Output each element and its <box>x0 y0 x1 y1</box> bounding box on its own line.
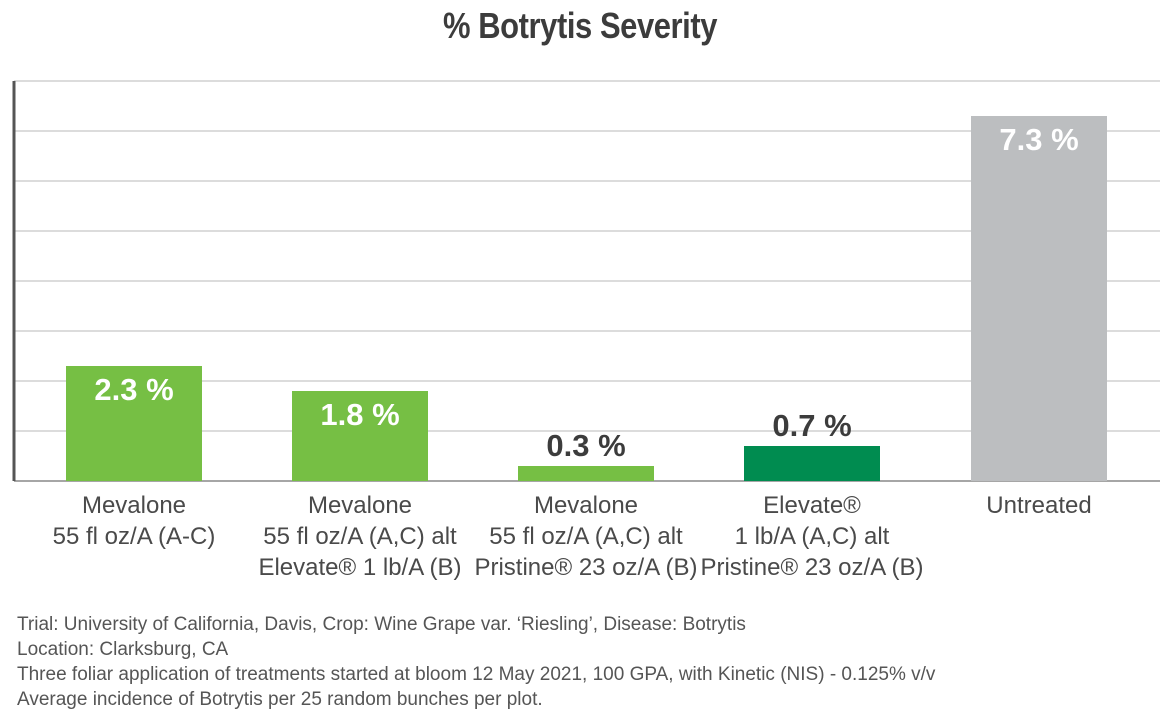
category-label-line: Mevalone <box>533 492 639 519</box>
bar <box>971 116 1107 481</box>
footnote-application: Three foliar application of treatments s… <box>17 664 936 685</box>
category-label-line: Pristine® 23 oz/A (B) <box>474 554 698 581</box>
footnote-method: Average incidence of Botrytis per 25 ran… <box>17 689 543 710</box>
category-label-line: 1 lb/A (A,C) alt <box>734 523 890 550</box>
footnote-location: Location: Clarksburg, CA <box>17 639 229 660</box>
category-label: Untreated <box>926 490 1152 521</box>
bar <box>292 391 428 481</box>
bar <box>744 446 880 481</box>
category-label-line: 55 fl oz/A (A,C) alt <box>489 523 683 550</box>
bar <box>66 366 202 481</box>
bar <box>518 466 654 481</box>
data-label: 0.7 % <box>772 408 851 443</box>
category-label-line: Elevate® 1 lb/A (B) <box>258 554 462 581</box>
footnotes: Trial: University of California, Davis, … <box>17 612 935 712</box>
category-label-line: 55 fl oz/A (A-C) <box>52 523 216 550</box>
data-label: 7.3 % <box>999 122 1078 157</box>
category-label: Elevate® 1 lb/A (A,C) alt Pristine® 23 oz/… <box>699 490 925 583</box>
category-label-line: 55 fl oz/A (A,C) alt <box>263 523 457 550</box>
category-label: Mevalone 55 fl oz/A (A-C) <box>21 490 247 552</box>
footnote-trial: Trial: University of California, Davis, … <box>17 614 746 635</box>
data-label: 1.8 % <box>320 397 399 432</box>
data-label: 2.3 % <box>94 372 173 407</box>
category-label-line: Elevate® <box>763 492 861 519</box>
category-label: Mevalone 55 fl oz/A (A,C) alt Elevate® 1 l… <box>247 490 473 583</box>
category-label-line: Pristine® 23 oz/A (B) <box>700 554 924 581</box>
bar-chart: 2.3 % 1.8 % 0.3 % 0.7 % 7.3 % <box>12 80 1160 482</box>
category-label-line: Untreated <box>986 492 1092 519</box>
category-label: Mevalone 55 fl oz/A (A,C) alt Pristine® 23… <box>473 490 699 583</box>
chart-title: % Botrytis Severity <box>442 5 718 46</box>
category-label-line: Mevalone <box>307 492 413 519</box>
data-label: 0.3 % <box>546 428 625 463</box>
category-label-line: Mevalone <box>81 492 187 519</box>
